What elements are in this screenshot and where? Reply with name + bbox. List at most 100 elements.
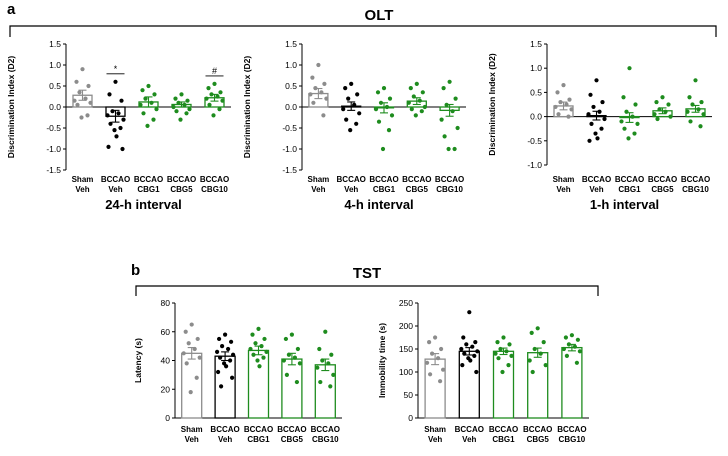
data-point bbox=[663, 109, 668, 114]
y-tick-label: -0.5 bbox=[282, 123, 297, 133]
data-point bbox=[593, 131, 598, 136]
panel-a-label: a bbox=[7, 1, 16, 18]
data-point bbox=[564, 102, 569, 107]
data-point bbox=[690, 102, 695, 107]
data-point bbox=[698, 124, 703, 129]
data-point bbox=[441, 367, 446, 372]
data-point bbox=[179, 92, 184, 97]
y-axis-label: Immobility time (s) bbox=[377, 323, 387, 398]
category-label: CBG5 bbox=[170, 185, 193, 194]
data-point bbox=[594, 78, 599, 83]
data-point bbox=[376, 119, 382, 124]
data-point bbox=[687, 95, 692, 100]
data-point bbox=[422, 104, 427, 110]
y-tick-label: 50 bbox=[404, 390, 414, 400]
data-point bbox=[229, 339, 234, 344]
data-point bbox=[145, 123, 150, 128]
data-point bbox=[701, 112, 706, 117]
category-label: BCCAO bbox=[277, 425, 306, 434]
category-label: BCCAO bbox=[435, 175, 464, 184]
data-point bbox=[420, 90, 425, 95]
data-point bbox=[433, 335, 438, 340]
category-label: BCCAO bbox=[101, 175, 130, 184]
category-label: CBG10 bbox=[559, 435, 586, 444]
data-point bbox=[561, 346, 567, 352]
category-label: BCCAO bbox=[134, 175, 163, 184]
data-point bbox=[253, 341, 258, 346]
y-tick-label: 0.5 bbox=[49, 81, 61, 91]
data-point bbox=[176, 100, 181, 105]
data-point bbox=[105, 113, 110, 118]
data-point bbox=[447, 79, 452, 84]
olt-1h-chart: -1.0 -0.5 0.0 0.5 1.0 1.5 Discrimination Index… bbox=[487, 39, 712, 212]
data-point bbox=[230, 375, 235, 380]
data-point bbox=[553, 104, 558, 110]
data-point bbox=[152, 92, 157, 97]
data-point bbox=[696, 107, 701, 112]
data-point bbox=[575, 337, 581, 342]
data-point bbox=[311, 100, 316, 105]
y-tick-label: 0.5 bbox=[285, 81, 297, 91]
category-label: CBG1 bbox=[247, 435, 270, 444]
significance-marker: # bbox=[212, 66, 217, 76]
data-point bbox=[509, 353, 514, 358]
data-point bbox=[211, 113, 216, 118]
y-tick-label: 1.5 bbox=[49, 39, 61, 49]
data-point bbox=[699, 99, 704, 105]
data-point bbox=[183, 329, 188, 334]
significance-marker: * bbox=[114, 64, 118, 74]
category-label: Veh bbox=[344, 185, 358, 194]
data-point bbox=[320, 358, 325, 363]
data-point bbox=[389, 113, 395, 118]
data-point bbox=[255, 358, 260, 363]
y-axis-label: Discrimination Index (D2) bbox=[242, 56, 252, 159]
data-point bbox=[460, 363, 465, 368]
data-point bbox=[261, 355, 266, 360]
category-label: BCCAO bbox=[200, 175, 229, 184]
data-point bbox=[527, 358, 532, 363]
data-point bbox=[319, 90, 324, 95]
data-point bbox=[535, 326, 540, 331]
data-point bbox=[384, 104, 390, 110]
data-point bbox=[569, 107, 574, 112]
data-point bbox=[192, 346, 197, 352]
data-point bbox=[220, 98, 225, 103]
category-label: Sham bbox=[72, 175, 94, 184]
data-point bbox=[354, 121, 359, 126]
data-point bbox=[331, 372, 336, 377]
y-tick-label: 20 bbox=[161, 384, 171, 394]
data-point bbox=[219, 384, 224, 389]
category-label: Sham bbox=[181, 425, 203, 434]
data-point bbox=[439, 117, 444, 122]
data-point bbox=[206, 86, 211, 91]
data-point bbox=[436, 356, 441, 361]
data-point bbox=[218, 355, 223, 360]
category-label: Veh bbox=[556, 185, 570, 194]
data-point bbox=[171, 104, 176, 110]
data-point bbox=[110, 109, 115, 114]
category-label: Veh bbox=[589, 185, 603, 194]
data-point bbox=[317, 346, 322, 352]
data-point bbox=[530, 369, 535, 375]
data-point bbox=[496, 356, 501, 361]
data-point bbox=[184, 111, 189, 116]
bar bbox=[527, 352, 549, 419]
y-tick-label: 0.0 bbox=[530, 112, 542, 122]
category-label: BCCAO bbox=[337, 175, 366, 184]
interval-subtitle: 1-h interval bbox=[590, 197, 659, 212]
data-point bbox=[589, 121, 594, 126]
data-point bbox=[355, 92, 360, 97]
data-point bbox=[378, 100, 384, 105]
data-point bbox=[223, 332, 228, 337]
data-point bbox=[308, 92, 313, 97]
data-point bbox=[577, 349, 583, 354]
data-point bbox=[194, 375, 199, 380]
y-tick-label: 150 bbox=[399, 344, 413, 354]
data-point bbox=[627, 66, 632, 71]
data-point bbox=[566, 342, 572, 347]
olt-24h-chart: -1.5 -1.0 -0.5 0.0 0.5 1.0 1.5 Discrimination I… bbox=[6, 39, 231, 212]
data-point bbox=[112, 128, 117, 133]
data-point bbox=[495, 340, 500, 345]
data-point bbox=[602, 116, 607, 122]
